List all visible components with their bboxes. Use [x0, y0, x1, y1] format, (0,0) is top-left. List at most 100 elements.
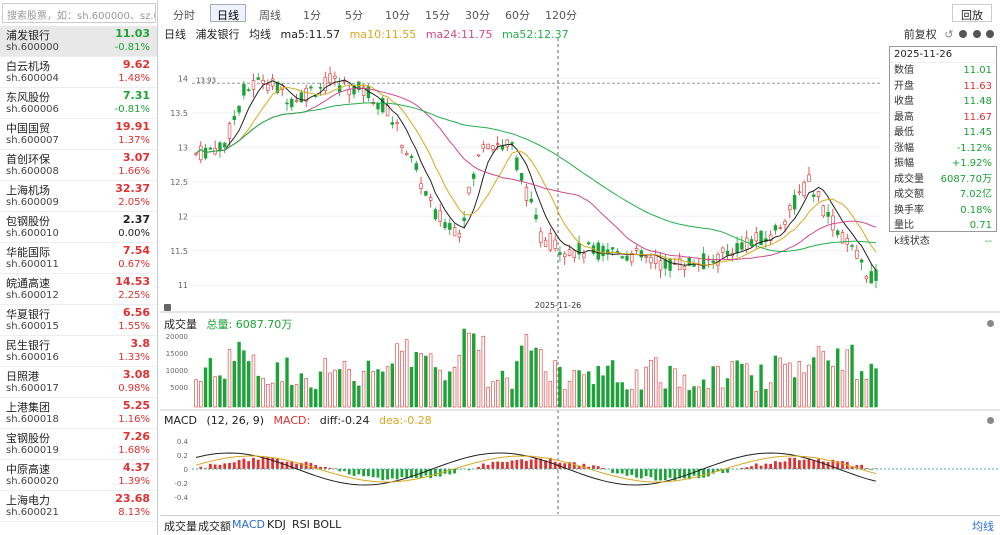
period-tab[interactable]: 5分 [345, 9, 363, 22]
indicator-tab[interactable]: 成交额 [198, 520, 231, 533]
stock-code: sh.600004 [6, 73, 59, 84]
volume-bar [357, 385, 361, 408]
stock-name: 日照港 [6, 370, 39, 383]
macd-bar [572, 462, 576, 469]
kline-settings-icon[interactable] [164, 304, 171, 311]
period-tab[interactable]: 1分 [303, 9, 321, 22]
candle-body [199, 145, 203, 161]
candle-body [242, 84, 246, 96]
volume-bar [366, 360, 371, 408]
candle-body [543, 239, 548, 247]
stock-list-item[interactable]: 民生银行 sh.600016 3.8 1.33% [0, 336, 157, 367]
candle-body [754, 232, 758, 242]
candle-body [275, 81, 280, 94]
candle-body [553, 239, 557, 249]
stock-list-item[interactable]: 华夏银行 sh.600015 6.56 1.55% [0, 305, 157, 336]
period-tab[interactable]: 60分 [505, 9, 530, 22]
candle-body [208, 147, 213, 150]
volume-bar [328, 372, 332, 408]
chart-area[interactable]: 14 13.5 13 12.5 12 11.5 11 13.93 2025-11-26 20000… [160, 24, 1000, 535]
volume-bar [788, 362, 792, 408]
crosshair-date: 2025-11-26 [535, 301, 582, 310]
period-tab[interactable]: 120分 [545, 9, 577, 22]
candle-body [630, 253, 634, 263]
candle-body [658, 260, 663, 271]
volume-bar [519, 345, 524, 408]
macd-bar [548, 457, 552, 469]
stock-list-item[interactable]: 宝钢股份 sh.600019 7.26 1.68% [0, 429, 157, 460]
volume-bar [620, 382, 624, 408]
volume-bar [443, 380, 447, 408]
period-tab[interactable]: 10分 [385, 9, 410, 22]
indicator-tab[interactable]: BOLL [313, 518, 342, 531]
volume-bar [467, 332, 471, 408]
stock-list-item[interactable]: 上港集团 sh.600018 5.25 1.16% [0, 398, 157, 429]
stock-list-item[interactable]: 皖通高速 sh.600012 14.53 2.25% [0, 274, 157, 305]
kline-chart-svg[interactable]: 14 13.5 13 12.5 12 11.5 11 13.93 2025-11-26 20000… [160, 24, 1000, 514]
candle-body [649, 257, 653, 264]
stock-list-item[interactable]: 首创环保 sh.600008 3.07 1.66% [0, 150, 157, 181]
macd-bar [319, 466, 322, 469]
volume-settings-icon[interactable] [987, 320, 994, 327]
macd-bar [754, 463, 758, 469]
macd-bar [232, 462, 236, 469]
macd-bar [242, 458, 246, 469]
macd-bar [616, 469, 619, 474]
macd-bar [357, 469, 361, 475]
stock-list-item[interactable]: 白云机场 sh.600004 9.62 1.48% [0, 57, 157, 88]
period-tab[interactable]: 15分 [425, 9, 450, 22]
macd-bar [726, 469, 729, 473]
indicator-tab[interactable]: KDJ [267, 518, 286, 531]
info-row: 开盘 11.63 [890, 79, 996, 95]
macd-bar [386, 469, 389, 480]
stock-list-item[interactable]: 中国国贸 sh.600007 19.91 1.37% [0, 119, 157, 150]
stock-list-item[interactable]: 浦发银行 sh.600000 11.03 -0.81% [0, 26, 157, 57]
candle-body [797, 191, 802, 194]
stock-list-item[interactable]: 上海电力 sh.600021 23.68 8.13% [0, 491, 157, 522]
volume-bar [716, 366, 720, 408]
ma-button[interactable]: 均线 [972, 520, 994, 533]
quote-info-box: 2025-11-26 数值 11.01 开盘 11.63 收盘 11.48 最高 11.67 最… [889, 46, 997, 247]
macd-bar [821, 461, 825, 469]
macd-bar [793, 457, 796, 469]
info-row: 振幅 +1.92% [890, 156, 996, 172]
replay-button[interactable]: 回放 [952, 4, 992, 22]
stock-price: 3.08 [122, 368, 150, 381]
period-tab[interactable]: 日线 [210, 4, 246, 22]
info-value: -- [984, 235, 992, 247]
adjust-control[interactable]: 前复权 ↺ [904, 26, 994, 42]
candle-body [409, 155, 414, 158]
price-tick: 11.5 [170, 247, 188, 256]
macd-bar [659, 469, 662, 481]
stock-list-item[interactable]: 日照港 sh.600017 3.08 0.98% [0, 367, 157, 398]
volume-bar [385, 366, 390, 408]
period-tab[interactable]: 周线 [259, 9, 281, 22]
indicator-tab[interactable]: MACD [232, 518, 265, 531]
volume-bar [208, 358, 213, 408]
stock-list-item[interactable]: 上海机场 sh.600009 32.37 2.05% [0, 181, 157, 212]
volume-bar [256, 375, 260, 408]
stock-list-item[interactable]: 华能国际 sh.600011 7.54 0.67% [0, 243, 157, 274]
stock-name: 上港集团 [6, 401, 50, 414]
volume-bar [816, 346, 821, 408]
period-tab[interactable]: 分时 [173, 9, 195, 22]
price-tick: 14 [178, 74, 188, 83]
plus-icon[interactable] [972, 30, 981, 38]
indicator-tab[interactable]: 成交量 [164, 520, 197, 533]
reset-icon[interactable]: ↺ [944, 28, 954, 41]
candle-body [740, 242, 744, 250]
stock-list-item[interactable]: 东风股份 sh.600006 7.31 -0.81% [0, 88, 157, 119]
macd-bar [797, 460, 801, 469]
stock-list-item[interactable]: 中原高速 sh.600020 4.37 1.39% [0, 460, 157, 491]
stock-list-item[interactable]: 包钢股份 sh.600010 2.37 0.00% [0, 212, 157, 243]
macd-settings-icon[interactable] [987, 417, 994, 424]
volume-bar [764, 389, 768, 408]
macd-tick: 0.2 [177, 452, 188, 460]
close-icon[interactable] [986, 30, 994, 38]
period-tab[interactable]: 30分 [465, 9, 490, 22]
indicator-tab[interactable]: RSI [292, 518, 310, 531]
search-input[interactable]: 搜索股票，如：sh.600000、sz.00... [2, 3, 156, 23]
minus-icon[interactable] [959, 30, 967, 38]
fq-label[interactable]: 前复权 [903, 28, 937, 41]
volume-bar [318, 371, 323, 408]
